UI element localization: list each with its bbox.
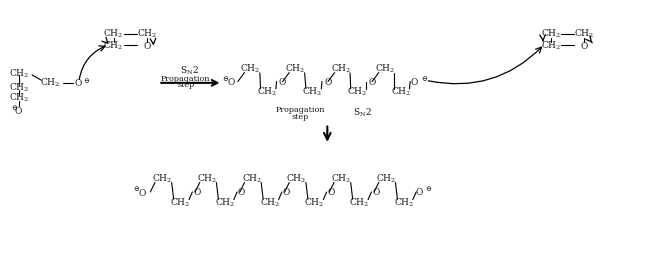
Text: $\mathregular{CH_2}$: $\mathregular{CH_2}$ <box>391 86 411 98</box>
Text: $\mathregular{CH_2}$: $\mathregular{CH_2}$ <box>375 63 395 75</box>
Text: $\mathregular{\ominus}$: $\mathregular{\ominus}$ <box>222 74 228 83</box>
Text: $\mathregular{\ominus}$: $\mathregular{\ominus}$ <box>11 103 18 112</box>
Text: $\mathregular{O}$: $\mathregular{O}$ <box>278 76 287 87</box>
Text: $\mathregular{CH_2}$: $\mathregular{CH_2}$ <box>285 63 305 75</box>
Text: Propagation: Propagation <box>161 75 210 83</box>
Text: $\mathregular{CH_2}$: $\mathregular{CH_2}$ <box>347 86 367 98</box>
Text: Propagation: Propagation <box>276 107 325 114</box>
Text: $\mathregular{CH_2}$: $\mathregular{CH_2}$ <box>541 39 561 52</box>
Text: $\mathregular{O}$: $\mathregular{O}$ <box>323 76 333 87</box>
Text: $\mathregular{CH_2}$: $\mathregular{CH_2}$ <box>287 172 307 185</box>
Text: $\mathregular{CH_2}$: $\mathregular{CH_2}$ <box>303 86 323 98</box>
Text: $\mathregular{O}$: $\mathregular{O}$ <box>327 186 336 198</box>
Text: $\mathregular{O}$: $\mathregular{O}$ <box>367 76 377 87</box>
Text: $\mathregular{CH_2}$: $\mathregular{CH_2}$ <box>9 92 29 104</box>
Text: $\mathregular{O}$: $\mathregular{O}$ <box>74 77 84 88</box>
Text: $\mathregular{CH_2}$: $\mathregular{CH_2}$ <box>541 28 561 41</box>
Text: $\mathregular{O}$: $\mathregular{O}$ <box>237 186 246 198</box>
Text: $\mathregular{CH_2}$: $\mathregular{CH_2}$ <box>215 197 235 209</box>
Text: $\mathregular{S_N2}$: $\mathregular{S_N2}$ <box>180 65 198 77</box>
Text: $\mathregular{\ominus}$: $\mathregular{\ominus}$ <box>133 184 140 193</box>
Text: $\mathregular{O}$: $\mathregular{O}$ <box>192 186 202 198</box>
Text: $\mathregular{O}$: $\mathregular{O}$ <box>142 40 152 51</box>
Text: $\mathregular{O}$: $\mathregular{O}$ <box>410 76 420 87</box>
Text: $\mathregular{CH_2}$: $\mathregular{CH_2}$ <box>9 67 29 80</box>
Text: $\mathregular{CH_2}$: $\mathregular{CH_2}$ <box>574 28 595 41</box>
Text: $\mathregular{O}$: $\mathregular{O}$ <box>282 186 291 198</box>
Text: $\mathregular{O}$: $\mathregular{O}$ <box>415 186 424 198</box>
Text: $\mathregular{CH_2}$: $\mathregular{CH_2}$ <box>137 28 157 41</box>
Text: $\mathregular{CH_2}$: $\mathregular{CH_2}$ <box>260 197 280 209</box>
Text: $\mathregular{CH_2}$: $\mathregular{CH_2}$ <box>331 63 351 75</box>
Text: $\mathregular{S_N2}$: $\mathregular{S_N2}$ <box>353 107 371 119</box>
Text: step: step <box>292 113 309 121</box>
Text: $\mathregular{CH_2}$: $\mathregular{CH_2}$ <box>170 197 190 209</box>
Text: $\mathregular{O}$: $\mathregular{O}$ <box>14 105 23 117</box>
Text: $\mathregular{CH_2}$: $\mathregular{CH_2}$ <box>9 81 29 94</box>
Text: $\mathregular{CH_2}$: $\mathregular{CH_2}$ <box>104 39 124 52</box>
Text: $\mathregular{CH_2}$: $\mathregular{CH_2}$ <box>40 77 60 89</box>
Text: $\mathregular{CH_2}$: $\mathregular{CH_2}$ <box>394 197 414 209</box>
Text: $\mathregular{CH_2}$: $\mathregular{CH_2}$ <box>305 197 325 209</box>
Text: $\mathregular{CH_2}$: $\mathregular{CH_2}$ <box>376 172 396 185</box>
Text: $\mathregular{\ominus}$: $\mathregular{\ominus}$ <box>426 184 432 193</box>
Text: $\mathregular{O}$: $\mathregular{O}$ <box>580 40 589 51</box>
Text: $\mathregular{O}$: $\mathregular{O}$ <box>227 76 236 87</box>
Text: $\mathregular{CH_2}$: $\mathregular{CH_2}$ <box>242 172 262 185</box>
Text: $\mathregular{CH_2}$: $\mathregular{CH_2}$ <box>152 172 172 185</box>
Text: $\mathregular{\ominus}$: $\mathregular{\ominus}$ <box>84 76 90 85</box>
Text: step: step <box>177 81 194 89</box>
Text: $\mathregular{O}$: $\mathregular{O}$ <box>371 186 381 198</box>
Text: $\mathregular{CH_2}$: $\mathregular{CH_2}$ <box>349 197 369 209</box>
Text: $\mathregular{CH_2}$: $\mathregular{CH_2}$ <box>197 172 217 185</box>
Text: $\mathregular{CH_2}$: $\mathregular{CH_2}$ <box>104 28 124 41</box>
Text: $\mathregular{CH_2}$: $\mathregular{CH_2}$ <box>240 63 261 75</box>
Text: $\mathregular{CH_2}$: $\mathregular{CH_2}$ <box>257 86 277 98</box>
Text: $\mathregular{O}$: $\mathregular{O}$ <box>138 187 147 198</box>
Text: $\mathregular{\ominus}$: $\mathregular{\ominus}$ <box>421 74 428 83</box>
Text: $\mathregular{CH_2}$: $\mathregular{CH_2}$ <box>331 172 351 185</box>
